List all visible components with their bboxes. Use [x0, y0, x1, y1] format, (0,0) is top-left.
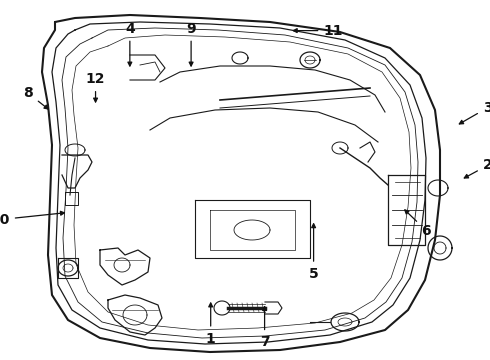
Text: 7: 7 — [260, 307, 270, 349]
Text: 4: 4 — [125, 22, 135, 66]
Text: 3: 3 — [459, 101, 490, 124]
Text: 5: 5 — [309, 224, 318, 281]
Text: 1: 1 — [206, 303, 216, 346]
Text: 9: 9 — [186, 22, 196, 66]
Text: 6: 6 — [405, 210, 431, 238]
Text: 12: 12 — [86, 72, 105, 102]
Text: 11: 11 — [294, 24, 343, 37]
Text: 10: 10 — [0, 211, 65, 226]
Text: 2: 2 — [464, 158, 490, 178]
Text: 8: 8 — [24, 86, 48, 109]
